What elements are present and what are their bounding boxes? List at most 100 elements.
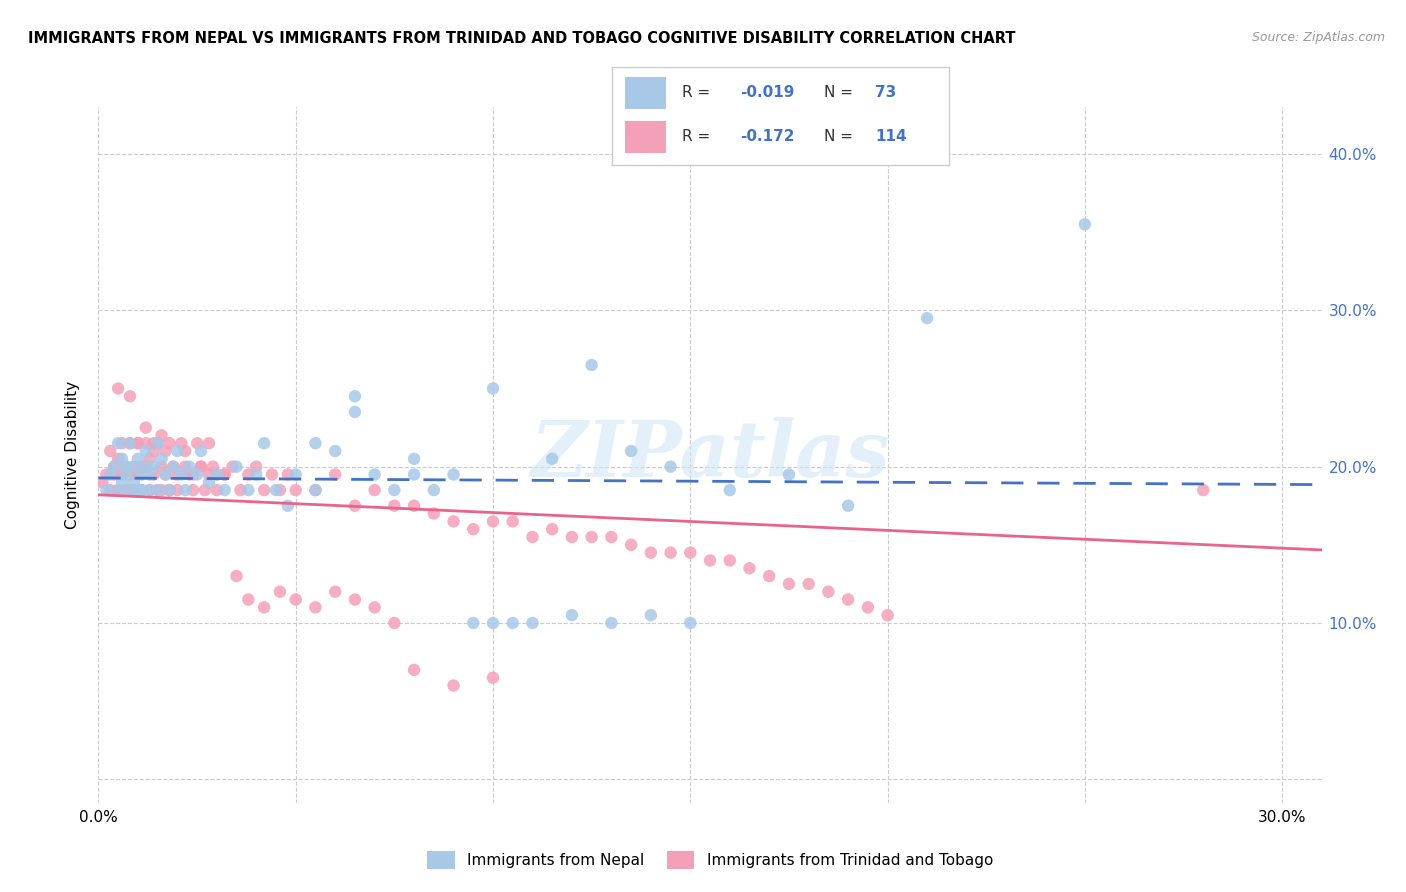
Point [103, 459, 125, 474]
Point [778, 467, 800, 482]
Point [138, 483, 160, 497]
Text: 114: 114 [875, 129, 907, 145]
Point [253, 436, 276, 450]
Point [190, 444, 212, 458]
Point [155, 467, 177, 482]
Text: -0.019: -0.019 [740, 85, 794, 100]
Point [162, 459, 184, 474]
Point [146, 483, 169, 497]
Text: IMMIGRANTS FROM NEPAL VS IMMIGRANTS FROM TRINIDAD AND TOBAGO COGNITIVE DISABILIT: IMMIGRANTS FROM NEPAL VS IMMIGRANTS FROM… [28, 31, 1015, 46]
Point [718, 553, 741, 567]
Legend: Immigrants from Nepal, Immigrants from Trinidad and Tobago: Immigrants from Nepal, Immigrants from T… [420, 846, 1000, 875]
Point [91, 475, 114, 490]
Point [245, 459, 267, 474]
Point [343, 405, 366, 419]
Point [146, 483, 169, 497]
Point [214, 467, 236, 482]
Point [284, 483, 307, 497]
Point [198, 436, 221, 450]
Point [131, 459, 153, 474]
Point [277, 467, 299, 482]
Point [142, 436, 165, 450]
Point [138, 467, 160, 482]
Point [323, 444, 346, 458]
Point [103, 459, 125, 474]
Point [659, 459, 682, 474]
Point [837, 499, 859, 513]
Point [1192, 483, 1215, 497]
Point [135, 420, 157, 434]
Point [229, 483, 252, 497]
Point [142, 444, 165, 458]
Point [284, 592, 307, 607]
Point [107, 451, 129, 466]
Point [304, 436, 326, 450]
Point [190, 459, 212, 474]
Point [522, 615, 544, 630]
Point [699, 553, 721, 567]
Point [135, 459, 157, 474]
Point [111, 467, 134, 482]
Point [502, 514, 524, 528]
Point [181, 483, 204, 497]
Point [138, 483, 160, 497]
Point [205, 467, 228, 482]
Point [404, 467, 426, 482]
Point [561, 530, 583, 544]
Point [423, 507, 446, 521]
Point [118, 436, 141, 450]
Point [238, 483, 260, 497]
Point [107, 436, 129, 450]
Point [181, 467, 204, 482]
Point [738, 561, 761, 575]
Point [159, 483, 181, 497]
Y-axis label: Cognitive Disability: Cognitive Disability [65, 381, 80, 529]
Point [186, 436, 208, 450]
Point [150, 459, 173, 474]
Point [122, 483, 145, 497]
Point [253, 600, 276, 615]
Point [640, 546, 662, 560]
Point [482, 671, 505, 685]
Point [443, 467, 465, 482]
Point [146, 436, 169, 450]
Point [343, 592, 366, 607]
Point [205, 467, 228, 482]
Point [142, 467, 165, 482]
Point [107, 483, 129, 497]
Point [166, 467, 188, 482]
Point [600, 615, 623, 630]
Point [269, 483, 291, 497]
Point [404, 663, 426, 677]
Point [363, 467, 385, 482]
Point [135, 459, 157, 474]
Point [482, 615, 505, 630]
Point [179, 467, 201, 482]
Point [159, 483, 181, 497]
Point [238, 467, 260, 482]
Point [541, 451, 564, 466]
Point [876, 608, 898, 623]
Point [404, 451, 426, 466]
Point [115, 467, 138, 482]
Point [190, 459, 212, 474]
Point [363, 600, 385, 615]
Point [620, 444, 643, 458]
FancyBboxPatch shape [626, 121, 665, 153]
Text: -0.172: -0.172 [740, 129, 794, 145]
Point [260, 467, 283, 482]
Point [915, 311, 938, 326]
Text: 73: 73 [875, 85, 896, 100]
Point [778, 577, 800, 591]
Point [159, 436, 181, 450]
Point [758, 569, 780, 583]
Point [264, 483, 287, 497]
Point [131, 483, 153, 497]
Point [162, 459, 184, 474]
Point [107, 483, 129, 497]
Point [111, 475, 134, 490]
Point [238, 592, 260, 607]
Point [186, 467, 208, 482]
Point [174, 459, 197, 474]
Point [463, 615, 485, 630]
